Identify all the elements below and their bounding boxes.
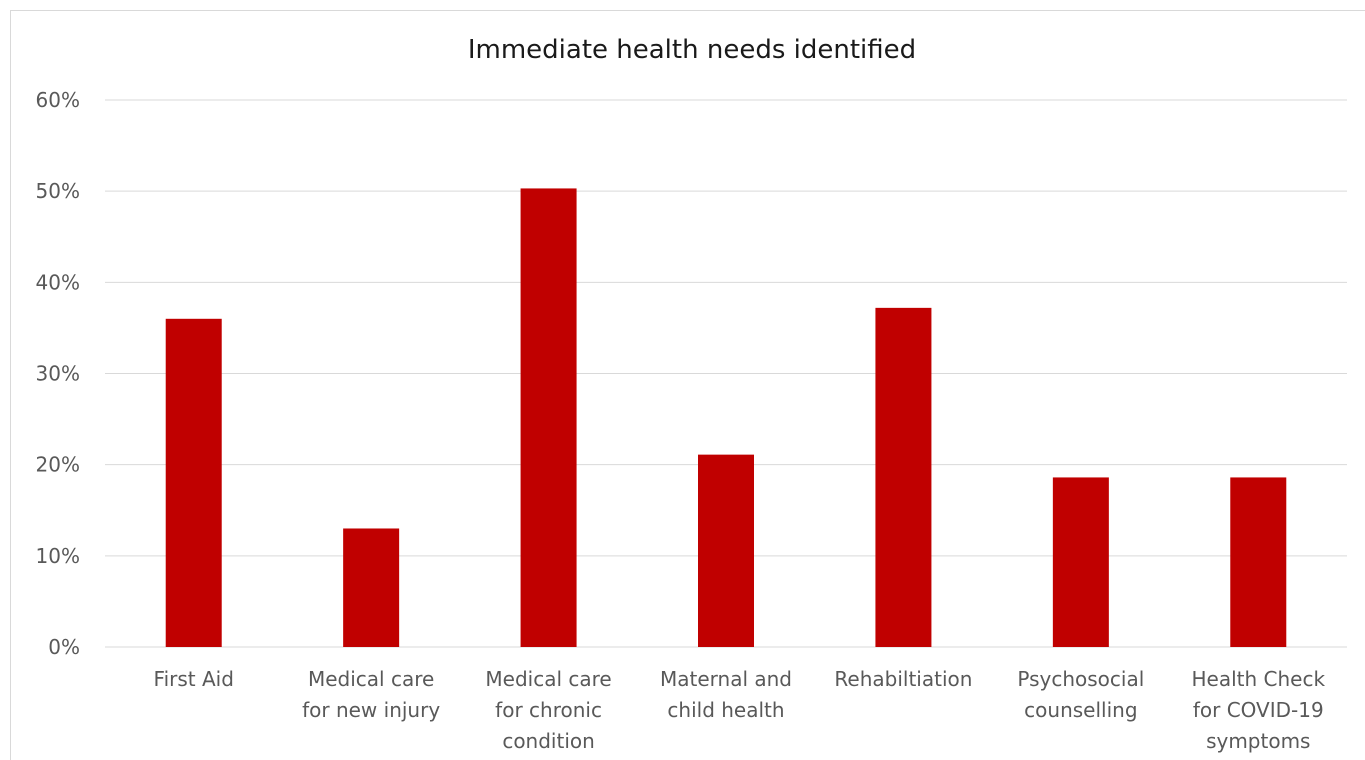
chart-title: Immediate health needs identified — [468, 35, 916, 65]
x-category-label: Psychosocial counselling — [1017, 667, 1144, 722]
x-category-label: Medical care for chronic condition — [485, 667, 611, 753]
bar — [520, 188, 577, 647]
x-category-label: Rehabiltiation — [834, 667, 972, 691]
y-tick-label: 40% — [36, 270, 80, 294]
y-tick-label: 10% — [36, 544, 80, 568]
x-axis-category-labels: First Aid Medical care for new injury Medic… — [154, 667, 1326, 753]
x-category-label: Health Check for COVID-19 symptoms — [1192, 667, 1326, 753]
x-category-label: Maternal and child health — [660, 667, 792, 722]
chart-frame — [10, 10, 1365, 760]
bar — [1052, 477, 1109, 647]
y-tick-label: 20% — [36, 453, 80, 477]
x-category-label: Medical care for new injury — [302, 667, 440, 722]
bar — [698, 454, 754, 647]
bar — [1230, 477, 1287, 647]
bar — [165, 318, 222, 647]
bars — [165, 188, 1287, 647]
y-tick-label: 0% — [48, 635, 80, 659]
x-category-label: First Aid — [154, 667, 234, 691]
bar — [875, 307, 932, 647]
y-axis-tick-labels: 0% 10% 20% 30% 40% 50% 60% — [36, 88, 80, 659]
y-tick-label: 30% — [36, 362, 80, 386]
y-tick-label: 50% — [36, 179, 80, 203]
bar — [343, 528, 400, 647]
y-tick-label: 60% — [36, 88, 80, 112]
